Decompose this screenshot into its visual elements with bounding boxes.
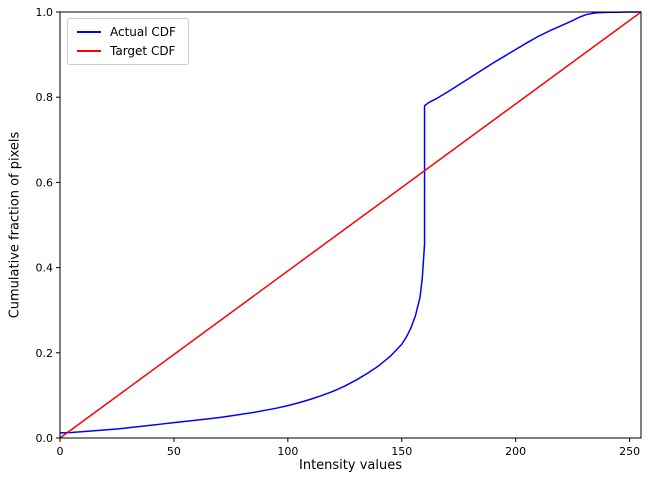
y-tick-label: 0.0 [36, 432, 54, 445]
legend-item-actual-cdf: Actual CDF [77, 26, 176, 38]
x-tick-label: 150 [391, 445, 412, 458]
x-tick-label: 250 [619, 445, 640, 458]
y-tick-label: 0.2 [36, 347, 54, 360]
x-tick-label: 0 [57, 445, 64, 458]
legend-label-target-cdf: Target CDF [110, 44, 176, 58]
y-tick-label: 0.6 [36, 176, 54, 189]
legend: Actual CDF Target CDF [67, 18, 189, 65]
x-tick-label: 100 [277, 445, 298, 458]
x-tick-label: 50 [167, 445, 181, 458]
y-tick-label: 1.0 [36, 6, 54, 19]
legend-label-actual-cdf: Actual CDF [110, 25, 176, 39]
actual-cdf-line-sample [77, 31, 101, 33]
x-tick-label: 200 [505, 445, 526, 458]
x-axis-label: Intensity values [299, 458, 402, 473]
target-cdf-line-sample [77, 50, 101, 52]
y-tick-label: 0.4 [36, 262, 54, 275]
series-line-actual-cdf [59, 11, 641, 434]
y-axis-label: Cumulative fraction of pixels [7, 131, 23, 319]
plot-border [59, 11, 642, 439]
series-line-target-cdf [59, 11, 642, 439]
y-tick-label: 0.8 [36, 91, 54, 104]
legend-item-target-cdf: Target CDF [77, 45, 176, 57]
